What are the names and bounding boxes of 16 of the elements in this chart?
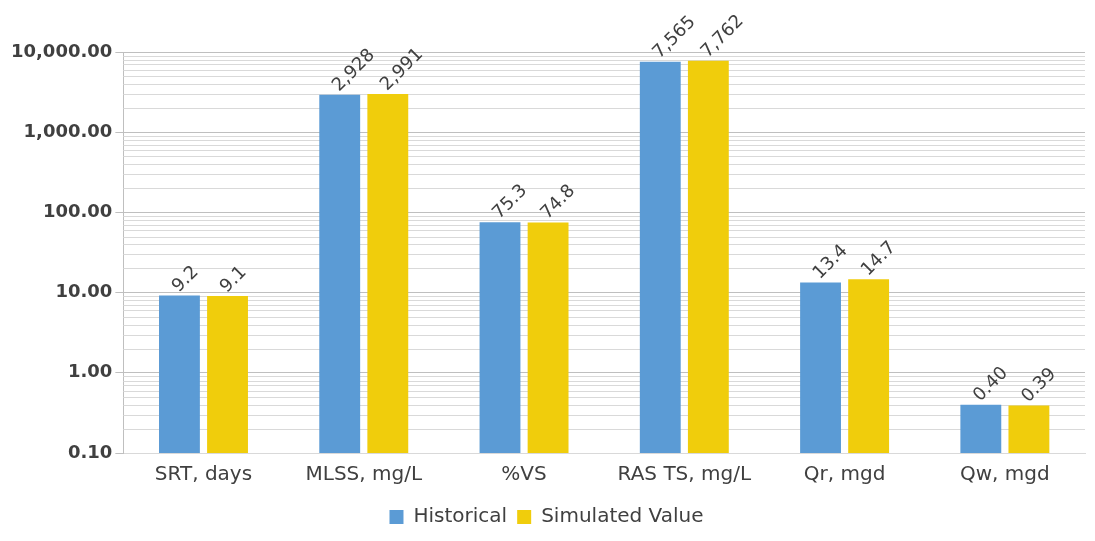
x-tick-label: RAS TS, mg/L	[617, 461, 752, 486]
y-tick-label: 10.00	[55, 280, 113, 302]
x-tick-label: Qw, mgd	[960, 461, 1050, 486]
data-label: 9.1	[214, 260, 250, 297]
y-tick-label: 0.10	[67, 440, 113, 462]
legend-label: Historical	[413, 503, 508, 528]
x-tick-label: MLSS, mg/L	[305, 461, 423, 486]
y-tick-label: 100.00	[42, 200, 113, 222]
y-tick-label: 10,000.00	[10, 39, 113, 61]
legend-label: Simulated Value	[541, 503, 704, 528]
y-tick-label: 1.00	[67, 360, 113, 382]
x-tick-label: Qr, mgd	[803, 461, 886, 486]
y-tick-label: 1,000.00	[23, 119, 113, 141]
x-tick-label: SRT, days	[154, 461, 253, 486]
data-label: 9.2	[166, 260, 202, 296]
x-tick-label: %VS	[501, 461, 547, 486]
